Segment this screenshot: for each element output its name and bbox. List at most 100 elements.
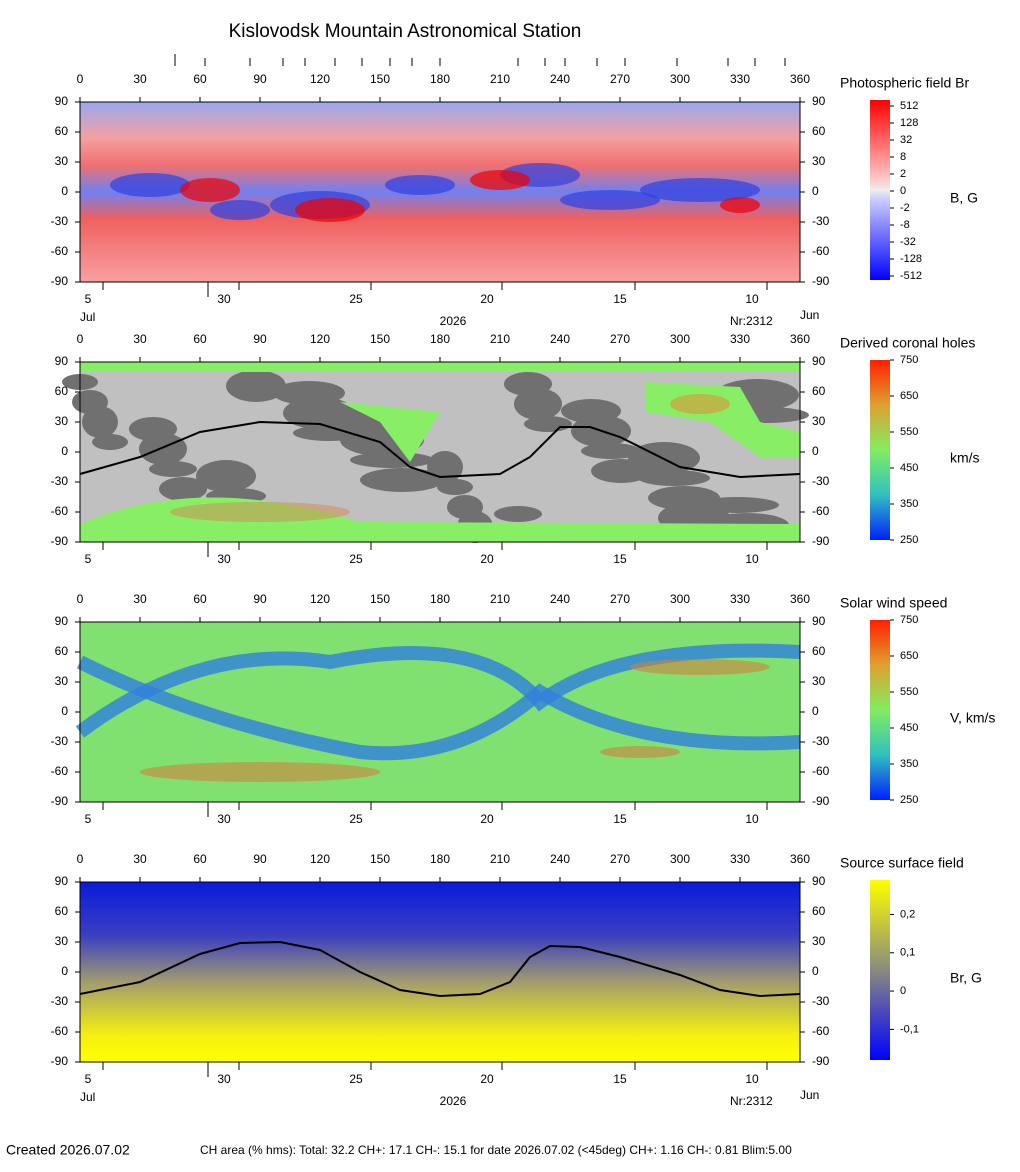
y-tick-label: 0 (61, 184, 68, 198)
x-tick-label: 120 (310, 852, 330, 866)
y-tick-label: -30 (51, 994, 69, 1008)
date-tick-label: 25 (349, 1072, 363, 1086)
y-tick-label-right: -90 (812, 794, 830, 808)
x-tick-label: 330 (730, 332, 750, 346)
y-tick-label: -90 (51, 794, 69, 808)
x-tick-label: 30 (133, 72, 147, 86)
colorbar-tick-label: -2 (900, 202, 910, 214)
colorbar-tick-label: 8 (900, 151, 906, 163)
colorbar-tick-label: 250 (900, 794, 918, 806)
x-tick-label: 0 (77, 72, 84, 86)
x-tick-label: 180 (430, 332, 450, 346)
y-tick-label: 60 (55, 384, 69, 398)
x-tick-label: 30 (133, 332, 147, 346)
map-patch (293, 425, 365, 441)
map-patch (159, 477, 207, 501)
y-tick-label: -30 (51, 214, 69, 228)
x-tick-label: 240 (550, 72, 570, 86)
date-tick-label: 5 (85, 1072, 92, 1086)
map (80, 882, 800, 1062)
y-tick-label-right: 0 (812, 444, 819, 458)
axis-note: Jun (800, 308, 819, 322)
colorbar-tick-label: 0 (900, 185, 906, 197)
x-tick-label: 210 (490, 72, 510, 86)
map-polar (80, 362, 800, 372)
map-patch (180, 178, 240, 202)
colorbar-unit: B, G (950, 190, 978, 206)
x-tick-label: 150 (370, 332, 390, 346)
y-tick-label-right: 30 (812, 414, 826, 428)
date-tick-label: 15 (613, 1072, 627, 1086)
x-tick-label: 180 (430, 72, 450, 86)
x-tick-label: 330 (730, 72, 750, 86)
colorbar-tick-label: 2 (900, 168, 906, 180)
date-tick-label: 15 (613, 812, 627, 826)
colorbar-tick-label: 750 (900, 354, 918, 366)
map-patch (385, 175, 455, 195)
y-tick-label: 0 (61, 964, 68, 978)
date-tick-label: 10 (745, 812, 759, 826)
map-patch (494, 506, 542, 522)
map-patch (591, 459, 651, 483)
x-tick-label: 0 (77, 332, 84, 346)
y-tick-label-right: 60 (812, 644, 826, 658)
y-tick-label: -60 (51, 504, 69, 518)
colorbar-tick-label: 0,1 (900, 947, 915, 959)
x-tick-label: 180 (430, 592, 450, 606)
colorbar (870, 880, 890, 1060)
map-patch (350, 452, 434, 468)
colorbar-tick-label: 32 (900, 134, 912, 146)
y-tick-label-right: 30 (812, 154, 826, 168)
y-tick-label: 60 (55, 904, 69, 918)
colorbar-tick-label: 650 (900, 390, 918, 402)
colorbar-title: Derived coronal holes (840, 335, 975, 351)
colorbar-tick-label: 350 (900, 498, 918, 510)
y-tick-label-right: -30 (812, 214, 830, 228)
x-tick-label: 240 (550, 852, 570, 866)
x-tick-label: 210 (490, 592, 510, 606)
x-tick-label: 60 (193, 72, 207, 86)
x-tick-label: 360 (790, 332, 810, 346)
date-tick-label: 10 (745, 552, 759, 566)
x-tick-label: 30 (133, 852, 147, 866)
y-tick-label-right: -60 (812, 764, 830, 778)
colorbar-tick-label: 550 (900, 686, 918, 698)
date-tick-label: 5 (85, 552, 92, 566)
map-patch (139, 433, 187, 465)
axis-note: Jun (800, 1088, 819, 1102)
y-tick-label: 30 (55, 674, 69, 688)
map-hole (670, 394, 730, 414)
date-tick-label: 20 (480, 812, 494, 826)
x-tick-label: 360 (790, 72, 810, 86)
colorbar-title: Solar wind speed (840, 595, 947, 611)
x-tick-label: 120 (310, 592, 330, 606)
x-tick-label: 30 (133, 592, 147, 606)
map-band (75, 643, 801, 738)
y-tick-label: 30 (55, 414, 69, 428)
y-tick-label-right: 90 (812, 614, 826, 628)
x-tick-label: 90 (253, 72, 267, 86)
colorbar-tick-label: 550 (900, 426, 918, 438)
y-tick-label: -90 (51, 1054, 69, 1068)
x-tick-label: 270 (610, 852, 630, 866)
map-band (76, 655, 801, 761)
map-patch (524, 416, 572, 432)
y-tick-label-right: 60 (812, 384, 826, 398)
date-tick-label: 20 (480, 1072, 494, 1086)
y-tick-label: 0 (61, 704, 68, 718)
colorbar-tick-label: 650 (900, 650, 918, 662)
map-patch (295, 198, 365, 222)
x-tick-label: 300 (670, 72, 690, 86)
title: Kislovodsk Mountain Astronomical Station (229, 21, 582, 42)
y-tick-label: -60 (51, 244, 69, 258)
x-tick-label: 150 (370, 852, 390, 866)
x-tick-label: 330 (730, 592, 750, 606)
colorbar-tick-label: -128 (900, 253, 922, 265)
axis-note: Nr:2312 (730, 1094, 773, 1108)
y-tick-label: -90 (51, 274, 69, 288)
x-tick-label: 60 (193, 332, 207, 346)
y-tick-label-right: -90 (812, 534, 830, 548)
map-patch (581, 443, 641, 459)
date-tick-label: 10 (745, 1072, 759, 1086)
